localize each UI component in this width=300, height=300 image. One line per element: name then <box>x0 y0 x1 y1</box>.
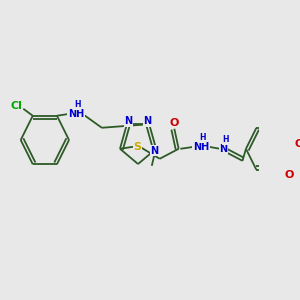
Text: N: N <box>124 116 133 126</box>
Text: S: S <box>133 142 141 152</box>
Text: H: H <box>222 135 229 144</box>
Text: NH: NH <box>193 142 209 152</box>
Text: N: N <box>220 144 228 154</box>
Text: O: O <box>284 169 294 180</box>
Text: H: H <box>74 100 81 109</box>
Text: O: O <box>170 118 179 128</box>
Text: Cl: Cl <box>11 101 22 111</box>
Text: H: H <box>200 133 206 142</box>
Text: O: O <box>295 139 300 149</box>
Text: N: N <box>150 146 158 156</box>
Text: NH: NH <box>68 109 84 119</box>
Text: N: N <box>143 116 152 126</box>
